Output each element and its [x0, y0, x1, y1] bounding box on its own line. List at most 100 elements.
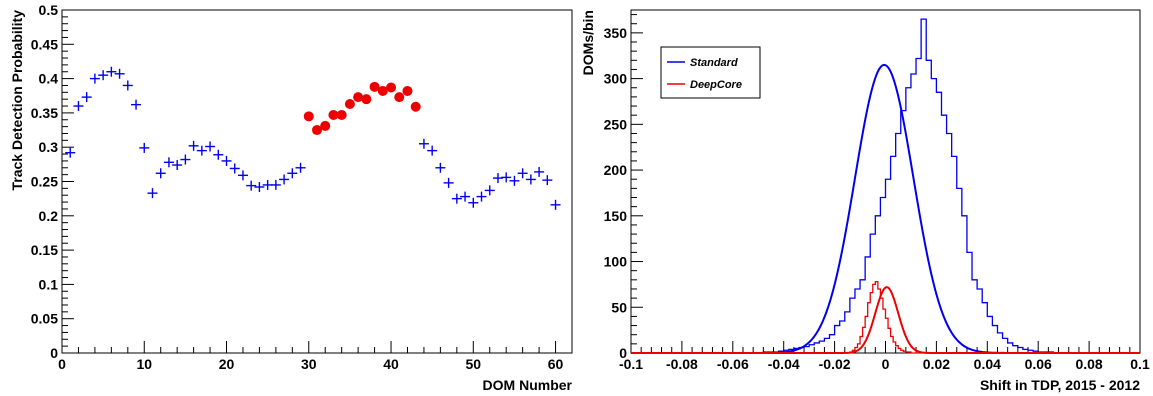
left-x-tick-label: 30 — [301, 356, 317, 372]
data-point-standard — [287, 168, 298, 179]
data-point-deepcore — [344, 98, 355, 109]
left-y-tick-label: 0.2 — [39, 208, 59, 224]
right-y-tick-label: 200 — [604, 162, 628, 178]
right-y-tick-label: 100 — [604, 254, 628, 270]
left-x-tick-label: 10 — [136, 356, 152, 372]
left-x-tick-label: 50 — [466, 356, 482, 372]
data-point-deepcore — [336, 109, 347, 120]
data-point-standard — [525, 174, 536, 185]
data-point-standard — [98, 70, 109, 81]
data-point-standard — [114, 68, 125, 79]
right-y-tick-label: 150 — [604, 208, 628, 224]
data-point-standard — [451, 193, 462, 204]
right-x-tick-label: -0.04 — [768, 356, 800, 372]
data-point-standard — [246, 180, 257, 191]
data-point-deepcore — [353, 92, 364, 103]
data-point-standard — [468, 197, 479, 208]
data-point-standard — [460, 191, 471, 202]
left-marks — [65, 66, 561, 210]
data-point-standard — [484, 185, 495, 196]
data-point-standard — [542, 175, 553, 186]
right-x-tick-label: -0.1 — [619, 356, 643, 372]
left-x-tick-label: 0 — [58, 356, 66, 372]
left-y-tick-label: 0.4 — [39, 71, 59, 87]
data-point-standard — [427, 145, 438, 156]
chart-right: 0 50 100 150 200 250 300 350 -0.1 -0.08 -0.06 -0.04… — [580, 9, 1150, 393]
data-point-standard — [295, 162, 306, 173]
data-point-standard — [443, 177, 454, 188]
right-marks — [631, 18, 1140, 354]
data-point-standard — [147, 188, 158, 199]
right-y-tick-label: 0 — [619, 345, 627, 361]
data-point-deepcore — [386, 82, 397, 93]
data-point-deepcore — [312, 125, 322, 136]
data-point-standard — [131, 99, 142, 110]
left-y-tick-label: 0.5 — [39, 2, 59, 18]
left-x-axis-title: DOM Number — [483, 377, 573, 393]
data-point-standard — [254, 181, 265, 192]
data-point-deepcore — [320, 120, 331, 131]
left-plot-frame — [61, 9, 573, 354]
right-y-tick-label: 350 — [604, 25, 628, 41]
data-point-deepcore — [377, 85, 388, 96]
data-point-standard — [172, 160, 183, 171]
right-ticks: 0 50 100 150 200 250 300 350 -0.1 -0.08 -0.06 -0.04… — [604, 14, 1150, 372]
data-point-standard — [517, 168, 528, 179]
data-point-standard — [155, 168, 166, 179]
data-point-standard — [205, 141, 216, 152]
data-point-standard — [418, 138, 429, 149]
data-point-deepcore — [369, 81, 380, 92]
data-point-standard — [180, 154, 191, 165]
chart-left: 0 0.05 0.1 0.15 0.2 0.25 0.3 0.35 0.4 0.45 0.5 0 10 2… — [9, 2, 573, 393]
right-y-tick-label: 300 — [604, 71, 628, 87]
right-x-tick-label: -0.08 — [666, 356, 698, 372]
histogram-standard — [631, 18, 1140, 354]
left-y-tick-label: 0.3 — [39, 139, 59, 155]
data-point-standard — [509, 175, 520, 186]
data-point-deepcore — [361, 94, 372, 105]
data-point-standard — [501, 172, 512, 183]
right-x-tick-label: 0.06 — [1025, 356, 1052, 372]
data-point-deepcore — [410, 101, 421, 112]
right-y-axis-title: DOMs/bin — [580, 10, 596, 75]
right-x-tick-label: -0.06 — [717, 356, 749, 372]
data-point-standard — [106, 66, 117, 77]
data-point-standard — [188, 140, 199, 151]
left-y-tick-label: 0 — [50, 345, 58, 361]
data-point-deepcore — [303, 111, 314, 122]
right-x-tick-label: -0.02 — [819, 356, 851, 372]
data-point-standard — [122, 80, 133, 91]
data-point-standard — [163, 157, 174, 168]
right-x-tick-label: 0 — [882, 356, 890, 372]
data-point-standard — [196, 145, 207, 156]
right-x-tick-label: 0.02 — [923, 356, 950, 372]
data-point-standard — [73, 101, 84, 112]
legend-box — [660, 46, 761, 99]
left-y-tick-label: 0.1 — [39, 276, 59, 292]
data-point-standard — [270, 179, 281, 190]
data-point-standard — [534, 166, 545, 177]
data-point-standard — [213, 149, 224, 160]
left-y-tick-label: 0.45 — [31, 36, 58, 52]
data-point-deepcore — [328, 109, 339, 120]
right-x-axis-title: Shift in TDP, 2015 - 2012 — [980, 377, 1140, 393]
data-point-deepcore — [402, 85, 413, 96]
left-x-tick-label: 60 — [548, 356, 564, 372]
data-point-standard — [550, 199, 561, 210]
data-point-standard — [81, 92, 92, 103]
right-y-tick-label: 250 — [604, 116, 628, 132]
legend-label-deepcore: DeepCore — [690, 79, 742, 91]
left-y-tick-label: 0.05 — [31, 311, 58, 327]
right-x-tick-label: 0.04 — [974, 356, 1001, 372]
data-point-standard — [476, 191, 487, 202]
data-point-standard — [65, 147, 76, 158]
left-y-tick-label: 0.25 — [31, 174, 58, 190]
legend: Standard DeepCore — [660, 46, 761, 99]
left-y-axis-title: Track Detection Probability — [9, 10, 25, 191]
data-point-standard — [237, 170, 248, 181]
data-point-standard — [435, 162, 446, 173]
data-point-deepcore — [394, 92, 405, 103]
right-x-tick-label: 0.08 — [1075, 356, 1102, 372]
data-point-standard — [229, 163, 240, 174]
data-point-standard — [279, 174, 290, 185]
